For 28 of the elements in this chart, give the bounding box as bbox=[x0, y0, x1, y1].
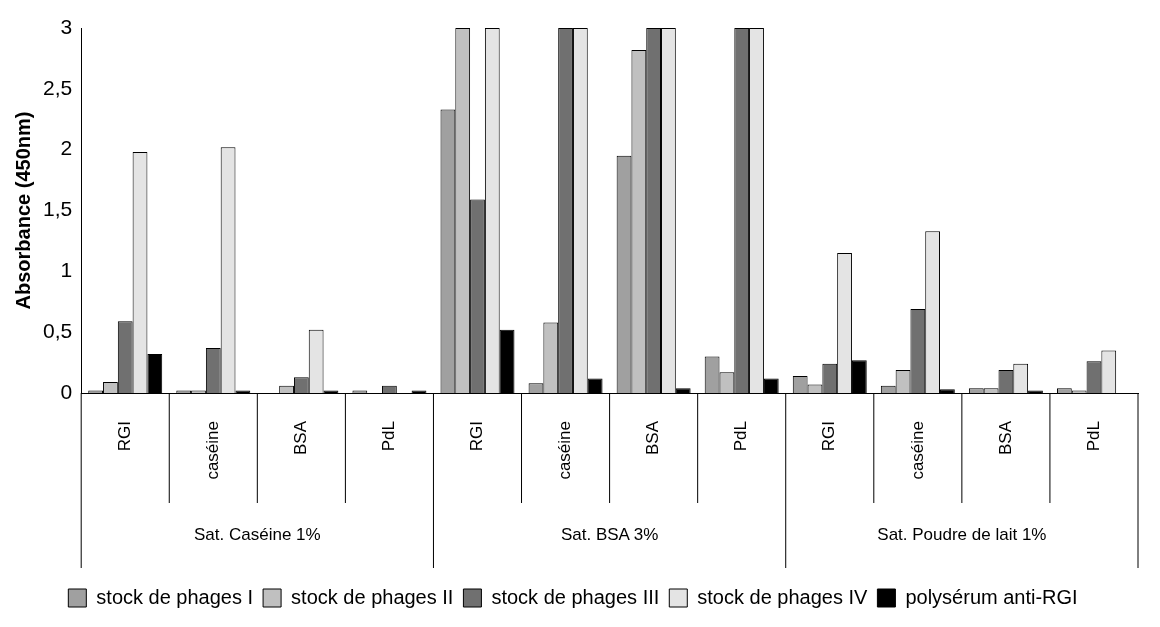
y-axis-title: Absorbance (450nm) bbox=[11, 111, 34, 310]
text: Sat. Caséine 1% bbox=[194, 524, 321, 544]
text: Sat. Poudre de lait 1% bbox=[877, 524, 1047, 544]
x-tick-label: RGI bbox=[819, 421, 839, 452]
legend-label: stock de phages III bbox=[491, 585, 660, 608]
x-tick-label: RGI bbox=[467, 421, 487, 452]
x-tick-label: caséine bbox=[555, 421, 575, 480]
x-tick-label: PdL bbox=[731, 421, 751, 452]
x-tick-label: BSA bbox=[291, 420, 311, 456]
x-tick-label: RGI bbox=[114, 421, 134, 452]
legend-label: stock de phages I bbox=[96, 585, 254, 608]
legend-label: stock de phages IV bbox=[697, 585, 869, 608]
y-tick-label: 2,5 bbox=[42, 75, 73, 99]
y-tick-label: 0,5 bbox=[42, 318, 73, 342]
y-tick-label: 1,5 bbox=[42, 197, 73, 221]
legend-label: stock de phages II bbox=[291, 585, 454, 608]
x-tick-label: PdL bbox=[1083, 421, 1103, 452]
x-tick-label: caséine bbox=[907, 421, 927, 480]
y-tick-label: 1 bbox=[60, 258, 73, 282]
x-tick-label: caséine bbox=[202, 421, 222, 480]
y-tick-label: 3 bbox=[60, 14, 73, 38]
x-tick-label: BSA bbox=[995, 420, 1015, 456]
legend-label: polysérum anti-RGI bbox=[905, 585, 1078, 608]
x-tick-label: PdL bbox=[379, 421, 399, 452]
text: Sat. BSA 3% bbox=[560, 524, 659, 544]
y-tick-label: 2 bbox=[60, 136, 73, 160]
y-tick-label: 0 bbox=[60, 379, 73, 403]
x-tick-label: BSA bbox=[643, 420, 663, 456]
